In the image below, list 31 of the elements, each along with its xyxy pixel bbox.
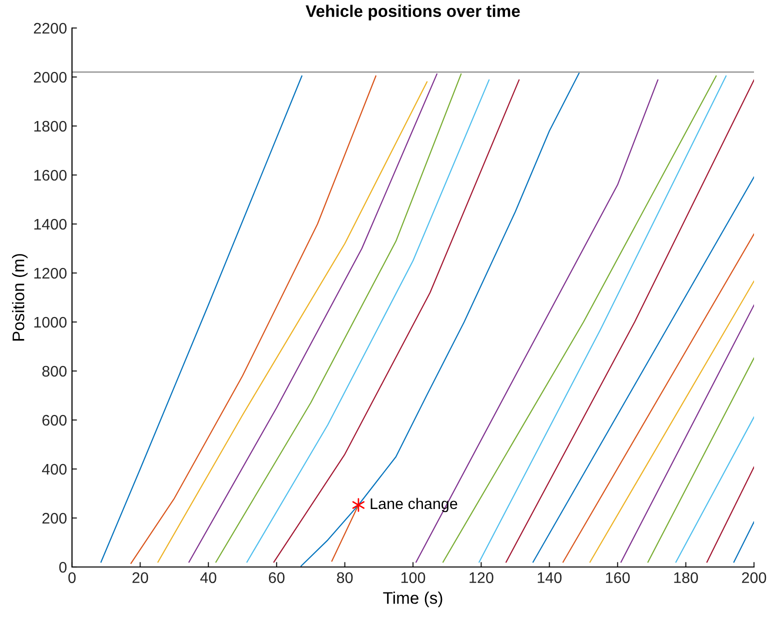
x-tick-label: 40 [200,572,216,584]
y-tick-label: 800 [42,366,67,377]
x-tick-label: 100 [401,572,426,584]
y-axis-title: Position (m) [12,254,28,341]
y-tick-label: 600 [42,414,67,426]
x-tick-label: 140 [538,572,562,584]
y-tick-label: 1600 [34,170,67,181]
y-tick-label: 1400 [34,218,67,230]
chart-title: Vehicle positions over time [306,4,520,20]
y-tick-label: 400 [42,464,67,475]
x-tick-label: 0 [68,572,76,584]
x-tick-label: 80 [336,572,353,584]
y-tick-label: 0 [59,562,67,573]
line-series [100,75,302,563]
y-tick-label: 1000 [34,316,67,328]
x-tick-label: 200 [742,572,766,584]
y-tick-label: 2000 [34,72,67,83]
x-axis-title: Time (s) [383,592,442,608]
y-tick-label: 200 [42,512,67,524]
x-tick-label: 20 [132,572,148,584]
line-series [246,79,490,563]
line-series [300,72,580,567]
line-series [273,79,520,563]
x-tick-label: 160 [606,572,630,584]
y-tick-label: 1200 [34,268,67,279]
y-tick-label: 1800 [34,120,67,132]
x-tick-label: 60 [268,572,284,584]
line-series [215,74,462,563]
x-tick-label: 180 [674,572,698,584]
y-tick-label: 2200 [34,22,67,34]
x-tick-label: 120 [470,572,494,584]
